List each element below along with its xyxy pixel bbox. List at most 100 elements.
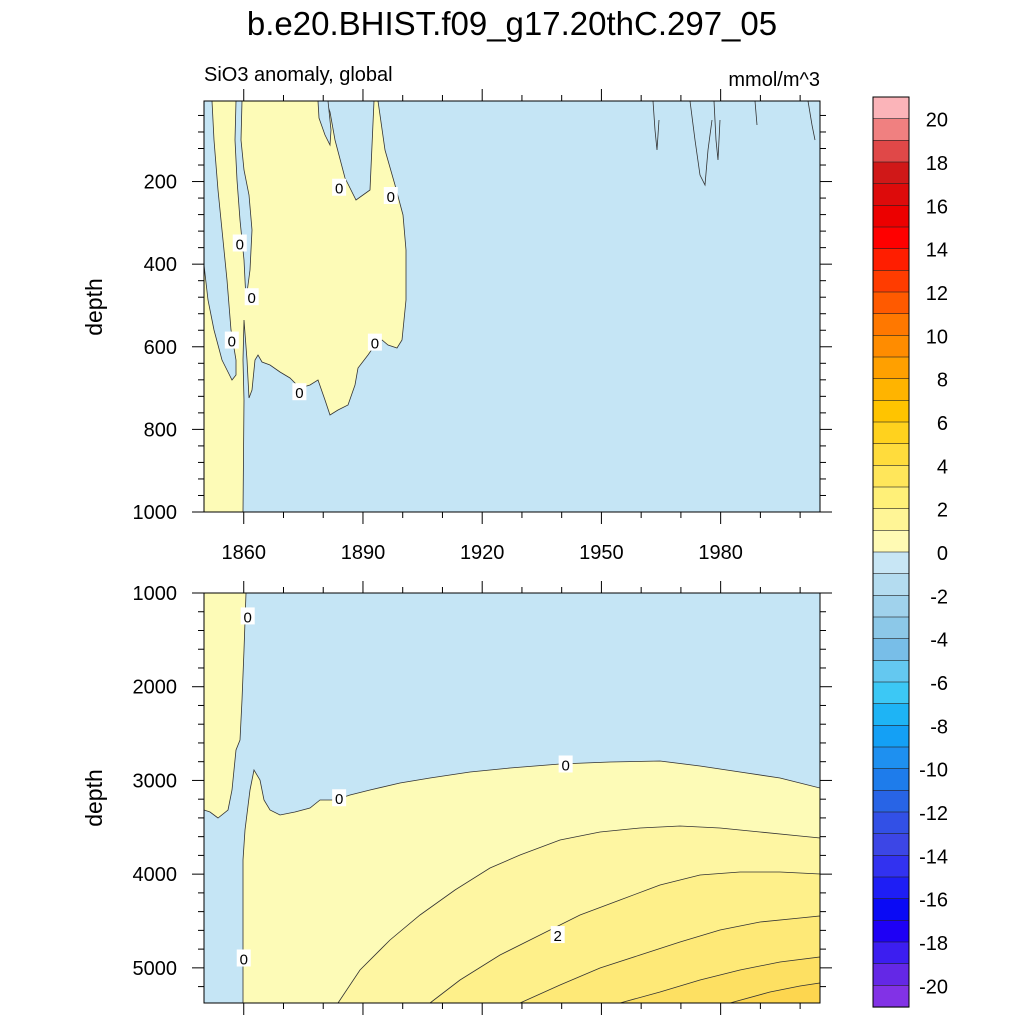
colorbar-swatch (872, 140, 910, 163)
colorbar-swatch (872, 790, 910, 813)
colorbar-swatch (872, 746, 910, 770)
contour-label-bg (367, 333, 382, 351)
colorbar-label: -2 (930, 586, 948, 608)
colorbar-label: -4 (930, 630, 948, 652)
contour-label-bg (383, 187, 398, 205)
contour-label: 0 (371, 336, 379, 353)
lower-y-tick-label: 3000 (133, 770, 178, 792)
contour-label-bg (550, 926, 565, 944)
colorbar-swatch (872, 595, 910, 618)
colorbar-swatch (872, 313, 910, 336)
contour-label-bg (232, 234, 247, 252)
colorbar-swatch (872, 118, 910, 141)
contour-label-bg (292, 383, 307, 401)
lower-axis-ticks: 1000 2000 3000 4000 5000 (133, 581, 832, 1015)
colorbar-swatch (872, 400, 910, 423)
colorbar: 20181614121086420-2-4-6-8-10-12-14-16-18… (872, 96, 948, 1008)
colorbar-label: -10 (919, 760, 948, 782)
colorbar-label: -20 (919, 976, 948, 998)
upper-axis-ticks: 1860 1890 1920 1950 1980 200 400 600 800 1000 (133, 89, 832, 564)
colorbar-label: -16 (919, 890, 948, 912)
colorbar-swatch (872, 876, 910, 900)
upper-y-tick-label: 800 (144, 419, 177, 441)
colorbar-swatch (872, 378, 910, 401)
colorbar-swatch (872, 941, 910, 965)
colorbar-label: 4 (937, 456, 948, 478)
colorbar-swatch (872, 725, 910, 748)
colorbar-swatch (872, 421, 910, 445)
lower-y-tick-label: 1000 (133, 583, 178, 605)
colorbar-swatch (872, 551, 910, 575)
lower-panel: 1000 2000 3000 4000 5000 0 0 0 2 0 depth (81, 581, 832, 1015)
colorbar-swatch (872, 855, 910, 878)
colorbar-swatch (872, 226, 910, 250)
upper-y-tick-label: 400 (144, 254, 177, 276)
colorbar-swatch (872, 465, 910, 488)
contour-label: 0 (236, 237, 244, 254)
contour-label: 0 (228, 334, 236, 351)
colorbar-swatch (872, 335, 910, 358)
colorbar-swatch (872, 920, 910, 943)
colorbar-swatch (872, 486, 910, 510)
colorbar-label: 6 (937, 413, 948, 435)
upper-contour-labels: 0 0 0 0 0 0 0 (224, 178, 398, 402)
colorbar-swatch (872, 291, 910, 315)
colorbar-swatch (872, 183, 910, 206)
colorbar-swatch (872, 356, 910, 380)
upper-negative-wedge (203, 100, 237, 381)
upper-y-axis-label: depth (81, 278, 107, 336)
contour-label-bg (244, 288, 259, 306)
contour-label-bg (236, 949, 251, 967)
contour-label-bg (332, 789, 347, 807)
units-label: mmol/m^3 (728, 69, 820, 91)
x-tick-label: 1920 (460, 542, 505, 564)
x-tick-label: 1890 (341, 542, 386, 564)
x-tick-label: 1950 (579, 542, 624, 564)
colorbar-swatch (872, 660, 910, 683)
colorbar-swatch (872, 963, 910, 986)
contour-label: 0 (248, 290, 256, 307)
lower-y-axis-label: depth (81, 769, 107, 827)
colorbar-swatch (872, 248, 910, 271)
colorbar-label: 2 (937, 500, 948, 522)
colorbar-label: -6 (930, 673, 948, 695)
colorbar-label: -14 (919, 846, 948, 868)
colorbar-swatch (872, 530, 910, 553)
colorbar-swatch (872, 96, 910, 120)
colorbar-label: 20 (926, 110, 948, 132)
colorbar-label: 12 (926, 283, 948, 305)
colorbar-label: 10 (926, 326, 948, 348)
colorbar-label: 0 (937, 543, 948, 565)
colorbar-swatch (872, 205, 910, 228)
colorbar-swatch (872, 443, 910, 466)
lower-y-tick-label: 4000 (133, 864, 178, 886)
colorbar-swatch (872, 768, 910, 791)
contour-label: 2 (554, 928, 562, 945)
lower-y-tick-label: 5000 (133, 958, 178, 980)
contour-label: 0 (244, 609, 252, 626)
lower-y-tick-label: 2000 (133, 677, 178, 699)
colorbar-swatch (872, 811, 910, 835)
colorbar-swatch (872, 270, 910, 293)
contour-label-bg (558, 755, 573, 773)
lower-left-positive-strip (203, 592, 247, 819)
contour-label: 0 (335, 791, 343, 808)
colorbar-swatch (872, 833, 910, 856)
contour-label-bg (224, 331, 239, 349)
colorbar-swatch (872, 161, 910, 185)
contour-label: 0 (335, 181, 343, 198)
colorbar-swatch (872, 508, 910, 531)
colorbar-label: -8 (930, 716, 948, 738)
colorbar-swatch (872, 573, 910, 596)
contour-label: 0 (387, 189, 395, 206)
contour-label: 0 (295, 385, 303, 402)
upper-y-tick-label: 600 (144, 337, 177, 359)
lower-contour-labels: 0 0 0 2 0 (236, 607, 573, 968)
upper-contour-lines-right (652, 100, 816, 187)
upper-negative-tongue (234, 100, 253, 301)
x-tick-label: 1860 (221, 542, 266, 564)
contour-label-bg (240, 607, 255, 625)
colorbar-frame (872, 96, 910, 1008)
